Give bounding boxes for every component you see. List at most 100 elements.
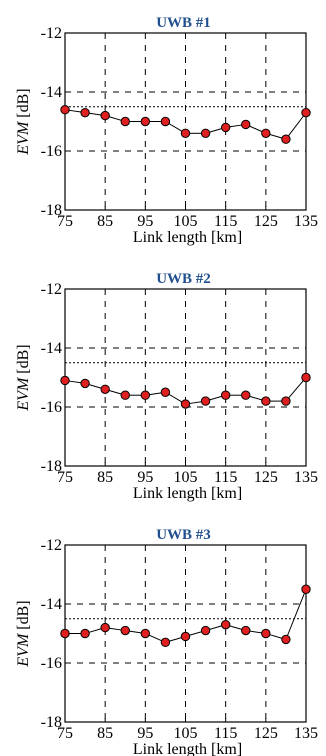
y-tick-label: -12 [41,25,62,42]
series-segment [69,380,82,384]
series-segment [249,395,262,401]
data-point [100,110,110,121]
x-tick-label: 125 [254,213,278,230]
series-segment [109,627,122,631]
x-tick-label: 115 [214,469,237,486]
series-segment [88,384,102,389]
x-tick-label: 105 [174,213,198,230]
y-tick-label: -14 [41,596,62,613]
series-segment [189,401,202,404]
series-segment [168,123,183,132]
x-tick-label: 105 [174,469,198,486]
y-tick-label: -18 [41,458,62,475]
series-segment [69,109,82,113]
series-segment [129,630,142,634]
chart-panel-3: UWB #3 75 85 95 105 115 125 135 -12 -14 -16 -18 Link… [15,527,318,756]
y-axis-label-variable: EVM [15,376,32,412]
data-point [200,396,211,406]
series-segment [149,392,162,396]
y-axis-label-variable: EVM [15,120,32,156]
y-tick-label: -14 [41,84,62,101]
series-segment [109,116,122,121]
data-point [160,387,171,397]
x-tick-label: 75 [57,725,73,742]
data-point [261,396,271,406]
x-tick-label: 95 [137,213,153,230]
x-tick-label: 105 [174,725,198,742]
series-segment [88,628,102,633]
data-point [180,399,191,409]
series-segment [109,390,122,395]
data-point [160,116,171,127]
data-point [160,637,171,648]
x-tick-label: 85 [97,469,113,486]
data-point [281,634,291,645]
series-segment [229,124,242,128]
data-point [241,119,251,130]
data-point [261,128,271,139]
y-axis-label-unit: [dB] [15,88,32,121]
data-point [80,378,90,389]
y-tick-label: -16 [41,143,62,160]
series-segment [169,637,182,642]
x-tick-label: 95 [137,725,153,742]
data-point [200,128,211,139]
data-point [140,628,151,639]
x-tick-label: 85 [97,213,113,230]
series-segment [249,125,263,133]
series-segment [288,115,304,137]
series-segment [189,631,202,636]
y-tick-label: -14 [41,340,62,357]
x-axis-label: Link length [km] [133,485,242,502]
data-point [301,372,311,383]
y-axis-label-variable: EVM [15,632,32,668]
series-segment [288,380,304,399]
y-axis-label: EVM [dB] [15,600,32,667]
series-segment [148,634,162,642]
y-tick-label: -12 [41,537,62,554]
data-point [100,384,110,394]
data-point [100,622,110,633]
data-point [60,105,70,115]
data-point [200,625,211,636]
y-axis-label-unit: [dB] [15,600,32,633]
data-point [120,116,130,127]
y-axis-label-unit: [dB] [15,344,32,377]
series-segment [209,128,222,133]
y-tick-label: -18 [41,714,62,731]
series-segment [269,634,283,639]
series-segment [249,630,262,634]
series-segment [229,625,242,630]
data-point [301,107,311,118]
data-point [60,628,70,639]
series-segment [287,592,305,636]
y-tick-label: -12 [41,281,62,298]
data-point [120,390,130,400]
series-segment [269,134,283,139]
data-point [120,625,130,636]
chart-panel-2: UWB #2 75 85 95 105 115 125 135 -12 -14 -16 -18 Link… [15,271,318,502]
data-point [80,107,90,118]
x-tick-label: 135 [294,213,318,230]
series-segment [209,395,222,401]
series-segment [209,625,222,630]
data-point [140,390,151,400]
y-axis-label: EVM [dB] [15,344,32,411]
chart-panel-1: UWB #1 75 85 95 105 115 125 135 -12 -14 -16 -18 Link… [15,15,318,246]
x-tick-label: 85 [97,725,113,742]
x-tick-label: 95 [137,469,153,486]
x-tick-label: 75 [57,469,73,486]
data-point [60,375,70,386]
data-point [180,631,191,642]
series-segment [168,393,183,403]
data-point [281,396,291,406]
data-point [220,390,231,400]
x-axis-label: Link length [km] [133,229,242,246]
y-tick-label: -18 [41,202,62,219]
x-tick-label: 115 [214,213,237,230]
data-point [261,628,271,639]
x-tick-label: 115 [214,725,237,742]
data-point [80,628,90,639]
data-point [281,134,291,144]
